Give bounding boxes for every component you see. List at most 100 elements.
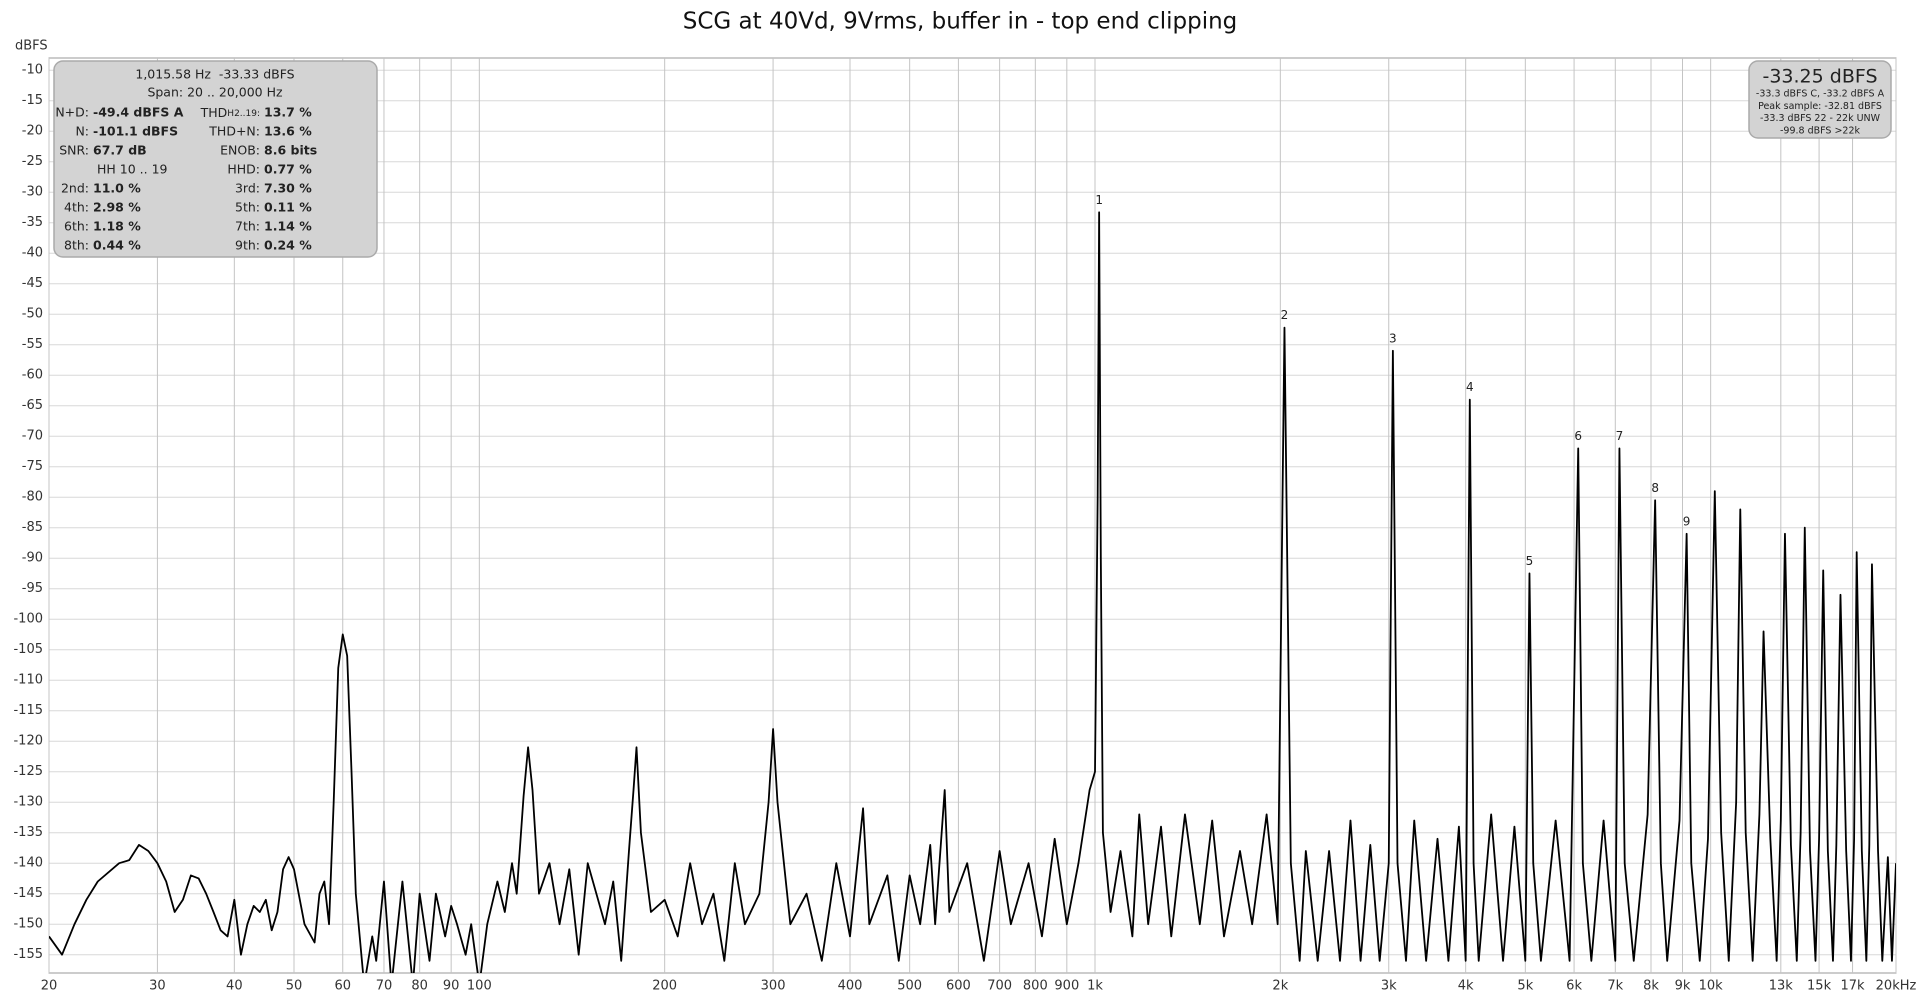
x-tick-label: 9k <box>1675 979 1691 994</box>
info-label: 5th: <box>235 200 260 215</box>
y-tick-label: -70 <box>22 429 43 444</box>
level-line: -33.3 dBFS 22 - 22k UNW <box>1760 113 1881 124</box>
y-tick-label: -110 <box>13 673 43 688</box>
x-tick-label: 7k <box>1607 979 1623 994</box>
y-tick-label: -155 <box>13 947 43 962</box>
info-label: SNR: <box>59 143 89 158</box>
info-box-bg <box>53 60 378 258</box>
y-tick-label: -80 <box>22 490 43 505</box>
y-tick-label: -65 <box>22 398 43 413</box>
info-label: 6th: <box>64 219 89 234</box>
x-tick-label: 900 <box>1054 979 1079 994</box>
info-value: -49.4 dBFS A <box>93 105 184 120</box>
x-tick-label: 200 <box>652 979 677 994</box>
info-label: 4th: <box>64 200 89 215</box>
y-tick-label: -140 <box>13 856 43 871</box>
info-label: 2nd: <box>61 181 89 196</box>
info-box: 1,015.58 Hz -33.33 dBFS Span: 20 .. 20,00… <box>53 60 378 258</box>
y-tick-label: -50 <box>22 307 43 322</box>
x-tick-label: 90 <box>443 979 460 994</box>
level-main: -33.25 dBFS <box>1762 66 1877 88</box>
info-label: THD+N: <box>208 124 260 139</box>
spectrum-line <box>49 211 1896 973</box>
info-label: HH 10 .. 19 <box>97 162 168 177</box>
x-tick-label: 40 <box>226 979 243 994</box>
x-tick-label: 5k <box>1517 979 1533 994</box>
info-label: 9th: <box>235 238 260 253</box>
info-value: 1.18 % <box>93 219 141 234</box>
x-tick-label: 50 <box>286 979 303 994</box>
x-tick-label: 60 <box>334 979 351 994</box>
y-tick-label: -125 <box>13 764 43 779</box>
level-line: -99.8 dBFS >22k <box>1780 125 1861 136</box>
x-tick-label: 17k <box>1841 979 1866 994</box>
x-tick-label: 100 <box>467 979 492 994</box>
info-value: 0.44 % <box>93 238 141 253</box>
level-line: Peak sample: -32.81 dBFS <box>1758 101 1882 112</box>
x-tick-label: 700 <box>987 979 1012 994</box>
x-tick-label: 6k <box>1566 979 1582 994</box>
info-value: 8.6 bits <box>264 143 317 158</box>
harmonic-label: 9 <box>1683 514 1691 528</box>
y-tick-label: -100 <box>13 612 43 627</box>
harmonic-label: 2 <box>1281 308 1289 322</box>
y-tick-label: -25 <box>22 154 43 169</box>
y-tick-label: -40 <box>22 246 43 261</box>
info-value: 13.6 % <box>264 124 312 139</box>
info-label: 7th: <box>235 219 260 234</box>
x-tick-label: 80 <box>411 979 428 994</box>
labels: -10 -15 -20 -25 -30 -35 -40 -45 -50 -55 -60 -65 -70 -… <box>13 63 1916 994</box>
harmonic-label: 3 <box>1389 331 1397 345</box>
y-tick-label: -45 <box>22 276 43 291</box>
chart-title: SCG at 40Vd, 9Vrms, buffer in - top end … <box>683 9 1238 35</box>
level-box-bg <box>1748 60 1892 139</box>
y-tick-label: -35 <box>22 215 43 230</box>
x-tick-label: 70 <box>376 979 393 994</box>
info-label: N: <box>75 124 89 139</box>
y-tick-label: -115 <box>13 703 43 718</box>
level-box: -33.25 dBFS-33.3 dBFS C, -33.2 dBFS APea… <box>1748 60 1892 139</box>
x-tick-label: 8k <box>1643 979 1659 994</box>
info-label-sub: H2..19: <box>227 109 260 119</box>
x-tick-label: 15k <box>1807 979 1832 994</box>
info-label: N+D: <box>55 105 89 120</box>
info-value: 11.0 % <box>93 181 141 196</box>
y-tick-label: -30 <box>22 185 43 200</box>
x-tick-label: 20kHz <box>1876 979 1917 994</box>
y-tick-label: -130 <box>13 795 43 810</box>
x-tick-label: 4k <box>1458 979 1474 994</box>
harmonic-label: 5 <box>1526 554 1534 568</box>
info-value: 67.7 dB <box>93 143 147 158</box>
harmonic-label: 6 <box>1574 429 1582 443</box>
y-tick-label: -105 <box>13 642 43 657</box>
y-tick-label: -10 <box>22 63 43 78</box>
info-label: ENOB: <box>220 143 260 158</box>
x-tick-label: 13k <box>1769 979 1794 994</box>
info-value: 13.7 % <box>264 105 312 120</box>
x-tick-label: 30 <box>149 979 166 994</box>
info-span: Span: 20 .. 20,000 Hz <box>147 85 283 100</box>
x-tick-label: 800 <box>1023 979 1048 994</box>
plot <box>49 211 1896 973</box>
y-tick-label: -145 <box>13 886 43 901</box>
x-tick-label: 3k <box>1381 979 1397 994</box>
y-tick-label: -135 <box>13 825 43 840</box>
x-tick-label: 20 <box>41 979 58 994</box>
x-tick-label: 300 <box>761 979 786 994</box>
y-tick-label: -95 <box>22 581 43 596</box>
x-tick-label: 2k <box>1272 979 1288 994</box>
info-label: HHD: <box>227 162 260 177</box>
info-value: 0.77 % <box>264 162 312 177</box>
info-value: -101.1 dBFS <box>93 124 178 139</box>
info-value: 0.11 % <box>264 200 312 215</box>
info-value: 1.14 % <box>264 219 312 234</box>
y-tick-label: -120 <box>13 734 43 749</box>
grid <box>48 58 1897 973</box>
y-tick-label: -15 <box>22 93 43 108</box>
info-label: 3rd: <box>235 181 260 196</box>
x-tick-label: 10k <box>1699 979 1724 994</box>
info-label: THDH2..19: <box>200 105 260 120</box>
x-tick-label: 600 <box>946 979 971 994</box>
harmonic-label: 4 <box>1466 380 1474 394</box>
